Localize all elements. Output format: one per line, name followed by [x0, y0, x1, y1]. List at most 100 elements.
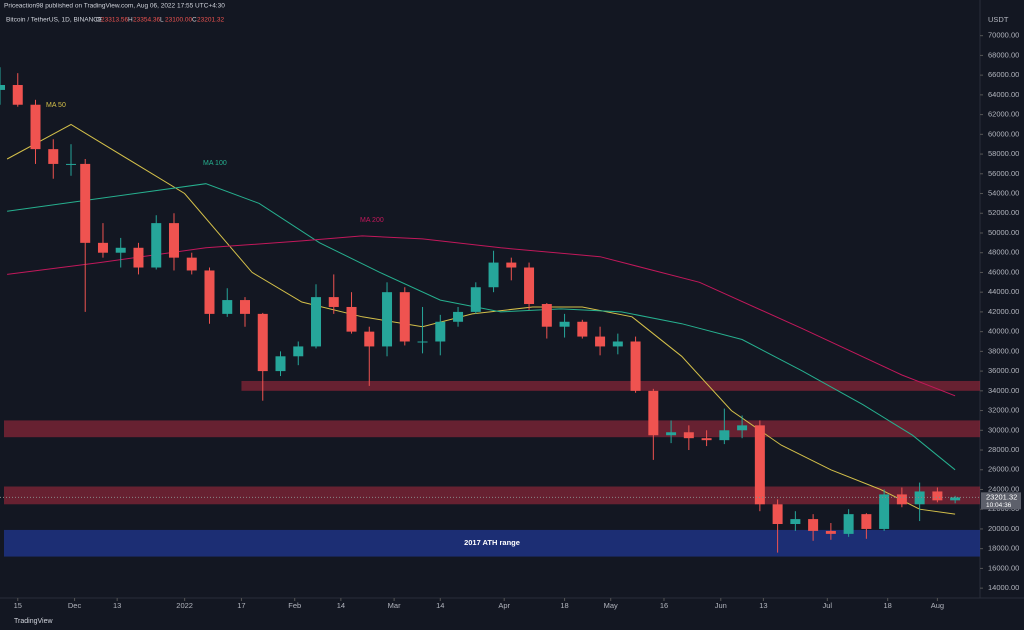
- moving-average: [7, 235, 956, 397]
- candle-body: [754, 425, 765, 505]
- y-unit: USDT: [988, 15, 1009, 24]
- publisher: Priceaction98 published on TradingView.c…: [4, 3, 225, 10]
- y-tick-label: 48000.00: [988, 248, 1019, 257]
- y-tick-label: 62000.00: [988, 110, 1019, 119]
- candle-body: [914, 491, 925, 505]
- y-tick-label: 32000.00: [988, 406, 1019, 415]
- ohlc-key: H: [128, 17, 133, 24]
- brand: TradingView: [14, 618, 53, 625]
- x-tick-label: 18: [560, 601, 568, 610]
- candle-body: [577, 321, 588, 337]
- y-tick-label: 38000.00: [988, 346, 1019, 355]
- ma-label: MA 50: [46, 102, 66, 109]
- ohlc-value: 23354.36: [133, 17, 160, 24]
- y-tick-label: 26000.00: [988, 465, 1019, 474]
- zone: [4, 420, 980, 438]
- zone: [241, 380, 980, 391]
- candle-body: [470, 287, 481, 312]
- candle-body: [701, 438, 712, 441]
- x-tick-label: 15: [14, 601, 22, 610]
- candle-body: [275, 356, 286, 372]
- x-tick-label: Jun: [715, 601, 727, 610]
- y-tick-label: 52000.00: [988, 208, 1019, 217]
- candle-body: [133, 247, 144, 268]
- x-tick-label: 2022: [176, 601, 193, 610]
- y-tick-label: 40000.00: [988, 327, 1019, 336]
- candle-body: [204, 270, 215, 314]
- candle-body: [0, 85, 5, 90]
- ma-label: MA 200: [360, 217, 384, 224]
- ohlc-value: 23201.32: [197, 17, 224, 24]
- y-tick-label: 28000.00: [988, 445, 1019, 454]
- y-tick-label: 56000.00: [988, 169, 1019, 178]
- y-tick-label: 44000.00: [988, 287, 1019, 296]
- candle-body: [737, 425, 748, 431]
- x-tick-label: Feb: [288, 601, 301, 610]
- x-tick-label: 16: [660, 601, 668, 610]
- ohlc-key: L: [160, 17, 164, 24]
- ohlc-value: 23100.00: [165, 17, 192, 24]
- candle-body: [559, 321, 570, 327]
- candle-body: [790, 519, 801, 525]
- y-tick-label: 16000.00: [988, 563, 1019, 572]
- x-tick-label: 14: [337, 601, 345, 610]
- y-tick-label: 60000.00: [988, 129, 1019, 138]
- candle-body: [896, 494, 907, 505]
- y-tick-label: 42000.00: [988, 307, 1019, 316]
- candle-body: [186, 257, 197, 271]
- y-tick-label: 36000.00: [988, 366, 1019, 375]
- x-tick-label: 14: [436, 601, 444, 610]
- candle-body: [595, 336, 606, 347]
- candle-body: [12, 85, 23, 105]
- candle-body: [825, 530, 836, 534]
- candle-body: [683, 432, 694, 439]
- candle-body: [541, 304, 552, 327]
- candle-body: [240, 300, 250, 314]
- x-tick-label: Jul: [823, 601, 833, 610]
- y-tick-label: 46000.00: [988, 267, 1019, 276]
- x-tick-label: Mar: [388, 601, 401, 610]
- y-tick-label: 50000.00: [988, 228, 1019, 237]
- moving-average: [7, 183, 956, 471]
- candle-body: [932, 491, 943, 501]
- candle-body: [115, 247, 126, 253]
- zone-label: 2017 ATH range: [464, 538, 520, 547]
- candle-body: [328, 297, 339, 307]
- x-tick-label: May: [604, 601, 618, 610]
- x-tick-label: Dec: [68, 601, 82, 610]
- last-price-box: [981, 492, 1021, 510]
- candle-body: [612, 341, 623, 347]
- y-tick-label: 66000.00: [988, 70, 1019, 79]
- countdown: 10:04:36: [986, 502, 1012, 509]
- x-tick-label: 13: [759, 601, 767, 610]
- x-tick-label: 18: [884, 601, 892, 610]
- y-tick-label: 30000.00: [988, 425, 1019, 434]
- candle-body: [630, 341, 641, 391]
- x-tick-label: Aug: [931, 601, 944, 610]
- candle-body: [879, 494, 890, 529]
- candle-body: [293, 346, 304, 357]
- ohlc-value: 23313.56: [101, 17, 128, 24]
- candle-body: [524, 267, 535, 305]
- y-tick-label: 34000.00: [988, 386, 1019, 395]
- candle-body: [80, 163, 91, 243]
- candle-body: [772, 504, 783, 525]
- y-tick-label: 70000.00: [988, 31, 1019, 40]
- candle-body: [666, 432, 677, 436]
- candle-body: [168, 223, 179, 258]
- candle-body: [257, 313, 268, 372]
- zone: [4, 486, 980, 505]
- candle-body: [808, 519, 819, 531]
- candle-body: [417, 341, 428, 343]
- candle-body: [364, 331, 375, 347]
- candle-body: [151, 223, 162, 268]
- candle-body: [843, 514, 854, 534]
- y-tick-label: 54000.00: [988, 189, 1019, 198]
- last-price-label: 23201.32: [986, 492, 1017, 501]
- candle-body: [311, 297, 322, 347]
- candle-body: [506, 262, 517, 268]
- candle-body: [453, 311, 464, 322]
- candle-body: [399, 292, 410, 342]
